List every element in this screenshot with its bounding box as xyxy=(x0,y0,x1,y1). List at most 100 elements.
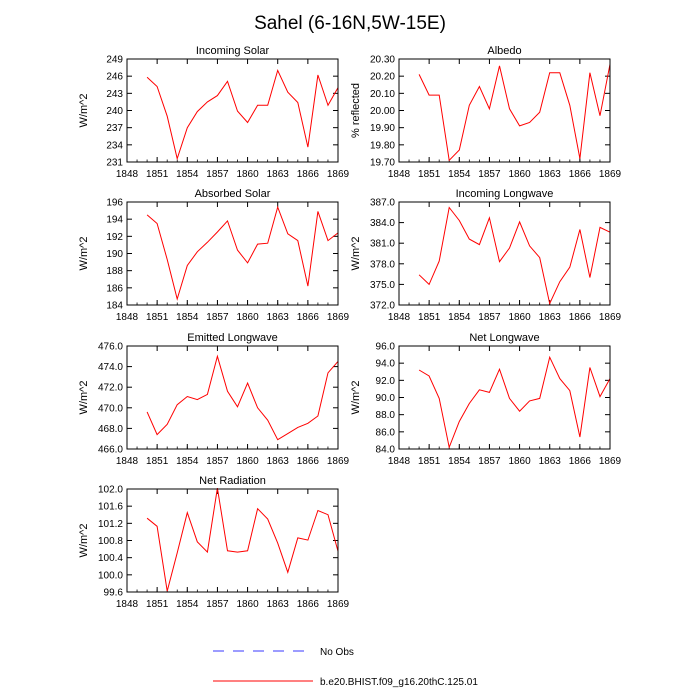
series-line xyxy=(146,488,339,592)
x-tick-label: 1857 xyxy=(206,599,229,610)
x-tick-label: 1863 xyxy=(267,599,290,610)
y-tick-label: 100.4 xyxy=(98,553,123,564)
panel-net-longwave: Net Longwave W/m^2 1848 1851 1854 1857 1860 186… xyxy=(350,332,622,467)
x-tick-label: 1854 xyxy=(176,312,199,323)
y-tick-label: 474.0 xyxy=(98,362,123,373)
x-tick-label: 1848 xyxy=(116,599,139,610)
panel-incoming-longwave: Incoming Longwave W/m^2 1848 1851 1854 1857 18… xyxy=(350,188,622,323)
x-tick-label: 1860 xyxy=(508,169,531,180)
x-tick-label: 1848 xyxy=(116,456,139,467)
y-tick-label: 234 xyxy=(106,140,123,151)
panel-title: Incoming Longwave xyxy=(456,188,554,200)
x-tick-label: 1854 xyxy=(176,169,199,180)
panel-incoming-solar: Incoming Solar W/m^2 1848 1851 1854 1857 1860 1… xyxy=(78,45,350,180)
y-tick-label: 231 xyxy=(106,158,123,169)
y-tick-label: 387.0 xyxy=(370,198,395,209)
legend: No Obs b.e20.BHIST.f09_g16.20thC.125.01 xyxy=(213,647,478,688)
y-tick-label: 84.0 xyxy=(376,445,396,456)
x-tick-label: 1860 xyxy=(236,169,259,180)
x-tick-label: 1851 xyxy=(418,312,441,323)
series-line xyxy=(146,205,339,301)
x-tick-label: 1857 xyxy=(478,456,501,467)
y-tick-label: 19.70 xyxy=(370,158,395,169)
y-tick-label: 94.0 xyxy=(376,359,396,370)
y-tick-label: 86.0 xyxy=(376,427,396,438)
x-tick-label: 1860 xyxy=(236,312,259,323)
y-axis-label: W/m^2 xyxy=(78,381,90,415)
panel-title: Net Longwave xyxy=(469,332,539,344)
y-tick-label: 99.6 xyxy=(104,588,124,599)
x-tick-label: 1863 xyxy=(267,312,290,323)
x-tick-label: 1854 xyxy=(448,456,471,467)
panel-emitted-longwave: Emitted Longwave W/m^2 1848 1851 1854 1857 186… xyxy=(78,332,350,467)
y-tick-label: 19.90 xyxy=(370,123,395,134)
y-tick-label: 90.0 xyxy=(376,393,396,404)
x-tick-label: 1854 xyxy=(176,599,199,610)
x-tick-label: 1860 xyxy=(236,599,259,610)
x-tick-label: 1869 xyxy=(599,169,622,180)
plot-frame xyxy=(126,488,339,593)
y-tick-label: 243 xyxy=(106,89,123,100)
y-tick-label: 186 xyxy=(106,283,123,294)
legend-no-obs-label: No Obs xyxy=(320,647,354,658)
y-tick-label: 100.8 xyxy=(98,536,123,547)
x-tick-label: 1857 xyxy=(478,312,501,323)
plot-frame xyxy=(126,58,339,163)
x-tick-label: 1851 xyxy=(146,456,169,467)
y-tick-label: 101.2 xyxy=(98,519,123,530)
panel-title: Absorbed Solar xyxy=(195,188,271,200)
x-tick-label: 1863 xyxy=(539,169,562,180)
y-tick-label: 96.0 xyxy=(376,342,396,353)
series-line xyxy=(418,206,611,306)
x-tick-label: 1866 xyxy=(297,456,320,467)
x-tick-label: 1848 xyxy=(388,169,411,180)
y-tick-label: 102.0 xyxy=(98,485,123,496)
y-tick-label: 192 xyxy=(106,232,123,243)
x-tick-label: 1848 xyxy=(116,312,139,323)
y-tick-label: 190 xyxy=(106,249,123,260)
panels: Incoming Solar W/m^2 1848 1851 1854 1857 1860 1… xyxy=(78,45,622,610)
y-axis-label: W/m^2 xyxy=(78,94,90,128)
x-tick-label: 1854 xyxy=(176,456,199,467)
y-axis-label: W/m^2 xyxy=(78,237,90,271)
x-tick-label: 1863 xyxy=(539,312,562,323)
y-tick-label: 240 xyxy=(106,106,123,117)
plot-frame xyxy=(398,201,611,306)
y-axis-label: W/m^2 xyxy=(350,381,362,415)
plot-frame xyxy=(398,345,611,450)
y-tick-label: 249 xyxy=(106,55,123,66)
legend-model-label: b.e20.BHIST.f09_g16.20thC.125.01 xyxy=(320,677,478,688)
panel-title: Net Radiation xyxy=(199,475,266,487)
y-tick-label: 378.0 xyxy=(370,259,395,270)
panel-net-radiation: Net Radiation W/m^2 1848 1851 1854 1857 1860 18… xyxy=(78,475,350,610)
y-tick-label: 466.0 xyxy=(98,445,123,456)
figure-title: Sahel (6-16N,5W-15E) xyxy=(254,13,446,34)
x-tick-label: 1866 xyxy=(569,169,592,180)
x-tick-label: 1866 xyxy=(569,456,592,467)
panel-title: Incoming Solar xyxy=(196,45,270,57)
panel-title: Albedo xyxy=(487,45,521,57)
y-tick-label: 194 xyxy=(106,215,123,226)
x-tick-label: 1869 xyxy=(327,599,350,610)
x-tick-label: 1869 xyxy=(327,456,350,467)
x-tick-label: 1863 xyxy=(267,169,290,180)
y-tick-label: 101.6 xyxy=(98,502,123,513)
series-line xyxy=(146,68,339,161)
y-axis-label: W/m^2 xyxy=(78,524,90,558)
x-tick-label: 1866 xyxy=(569,312,592,323)
x-tick-label: 1848 xyxy=(116,169,139,180)
panel-albedo: Albedo % reflected 1848 1851 1854 1857 1860 186… xyxy=(350,45,622,180)
y-tick-label: 468.0 xyxy=(98,424,123,435)
x-tick-label: 1860 xyxy=(508,312,531,323)
y-tick-label: 184 xyxy=(106,301,123,312)
x-tick-label: 1851 xyxy=(146,169,169,180)
x-tick-label: 1860 xyxy=(236,456,259,467)
y-tick-label: 19.80 xyxy=(370,140,395,151)
x-tick-label: 1866 xyxy=(297,169,320,180)
x-tick-label: 1848 xyxy=(388,312,411,323)
x-tick-label: 1869 xyxy=(327,169,350,180)
y-tick-label: 188 xyxy=(106,266,123,277)
panel-absorbed-solar: Absorbed Solar W/m^2 1848 1851 1854 1857 1860 1… xyxy=(78,188,350,323)
x-tick-label: 1848 xyxy=(388,456,411,467)
